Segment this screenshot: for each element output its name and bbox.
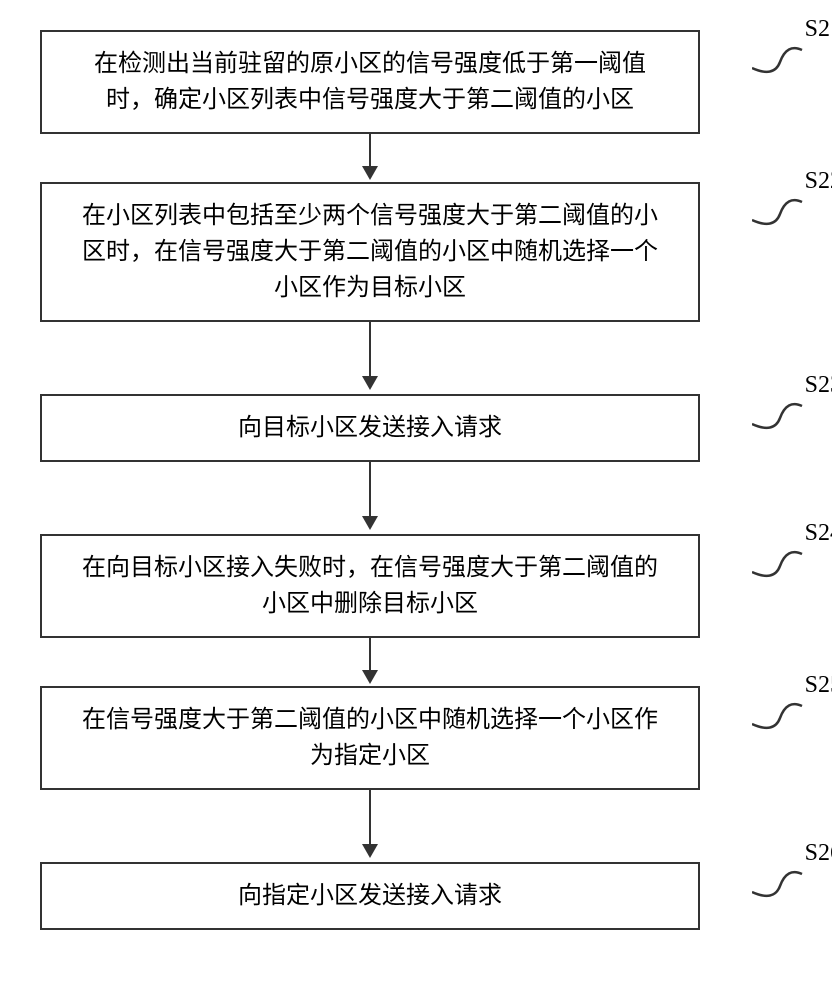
- step-label: S22: [805, 168, 832, 195]
- step-box: 向指定小区发送接入请求: [40, 862, 700, 930]
- step-box: 向目标小区发送接入请求: [40, 394, 700, 462]
- step-s25: 在信号强度大于第二阈值的小区中随机选择一个小区作 为指定小区 S25: [40, 686, 792, 790]
- step-s21: 在检测出当前驻留的原小区的信号强度低于第一阈值 时，确定小区列表中信号强度大于第…: [40, 30, 792, 134]
- step-label: S25: [805, 672, 832, 699]
- step-s23: 向目标小区发送接入请求 S23: [40, 394, 792, 462]
- connector: [752, 544, 832, 604]
- step-text-line: 小区中删除目标小区: [262, 586, 478, 622]
- step-label: S21: [805, 16, 832, 43]
- step-s24: 在向目标小区接入失败时，在信号强度大于第二阈值的 小区中删除目标小区 S24: [40, 534, 792, 638]
- arrow-down: [40, 322, 700, 394]
- step-text-line: 向指定小区发送接入请求: [238, 878, 502, 914]
- arrow-down: [40, 790, 700, 862]
- flowchart-container: 在检测出当前驻留的原小区的信号强度低于第一阈值 时，确定小区列表中信号强度大于第…: [40, 30, 792, 930]
- step-text-line: 小区作为目标小区: [274, 270, 466, 306]
- arrow-down: [40, 134, 700, 182]
- arrow-down: [40, 638, 700, 686]
- step-box: 在向目标小区接入失败时，在信号强度大于第二阈值的 小区中删除目标小区: [40, 534, 700, 638]
- step-text-line: 为指定小区: [310, 738, 430, 774]
- step-box: 在小区列表中包括至少两个信号强度大于第二阈值的小 区时，在信号强度大于第二阈值的…: [40, 182, 700, 322]
- connector: [752, 192, 832, 252]
- step-text-line: 在小区列表中包括至少两个信号强度大于第二阈值的小: [82, 198, 658, 234]
- step-text-line: 在向目标小区接入失败时，在信号强度大于第二阈值的: [82, 550, 658, 586]
- connector: [752, 696, 832, 756]
- connector: [752, 40, 832, 100]
- step-label: S24: [805, 520, 832, 547]
- step-s26: 向指定小区发送接入请求 S26: [40, 862, 792, 930]
- step-label: S23: [805, 372, 832, 399]
- step-box: 在信号强度大于第二阈值的小区中随机选择一个小区作 为指定小区: [40, 686, 700, 790]
- step-box: 在检测出当前驻留的原小区的信号强度低于第一阈值 时，确定小区列表中信号强度大于第…: [40, 30, 700, 134]
- arrow-down: [40, 462, 700, 534]
- step-s22: 在小区列表中包括至少两个信号强度大于第二阈值的小 区时，在信号强度大于第二阈值的…: [40, 182, 792, 322]
- step-label: S26: [805, 840, 832, 867]
- connector: [752, 396, 832, 456]
- connector: [752, 864, 832, 924]
- step-text-line: 区时，在信号强度大于第二阈值的小区中随机选择一个: [82, 234, 658, 270]
- step-text-line: 时，确定小区列表中信号强度大于第二阈值的小区: [106, 82, 634, 118]
- step-text-line: 在信号强度大于第二阈值的小区中随机选择一个小区作: [82, 702, 658, 738]
- step-text-line: 在检测出当前驻留的原小区的信号强度低于第一阈值: [94, 46, 646, 82]
- step-text-line: 向目标小区发送接入请求: [238, 410, 502, 446]
